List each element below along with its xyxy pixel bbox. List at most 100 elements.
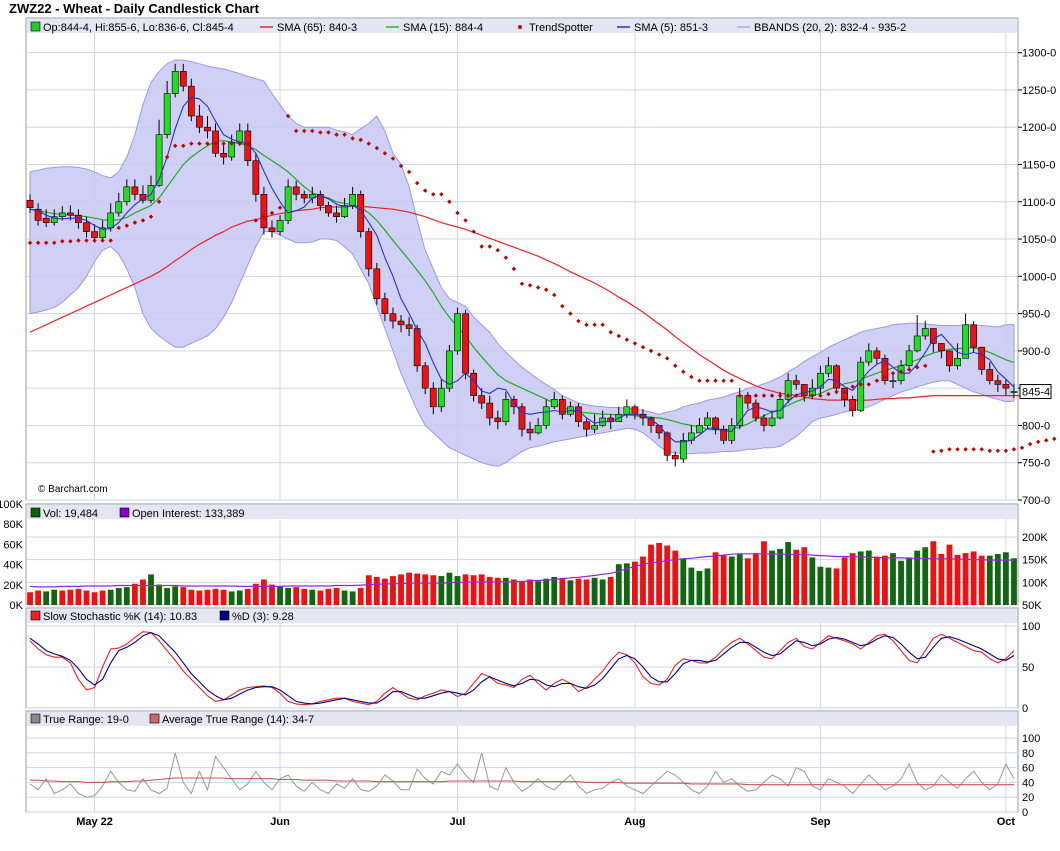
true-range-tick-label: 80 <box>1022 748 1034 760</box>
volume-bar <box>882 555 888 605</box>
trendspotter-dot <box>705 378 710 383</box>
volume-bar <box>252 583 259 605</box>
trendspotter-dot <box>995 448 1001 453</box>
volume-bar <box>446 572 453 605</box>
candle-body <box>671 454 679 460</box>
candle-body <box>349 194 356 206</box>
true-range-tick-label: 0 <box>1022 807 1028 819</box>
volume-bar <box>43 591 50 605</box>
trendspotter-dot <box>673 363 678 368</box>
legend-entry: Average True Range (14): 34-7 <box>162 714 314 726</box>
volume-bar <box>172 586 179 605</box>
candle-body <box>768 417 776 426</box>
volume-bar <box>680 558 687 605</box>
trendspotter-dot <box>600 322 605 327</box>
month-tick-label: May 22 <box>76 816 113 828</box>
volume-bar <box>978 555 985 605</box>
volume-bar <box>954 554 961 605</box>
trendspotter-dot <box>1011 447 1017 452</box>
volume-bar <box>317 590 324 605</box>
candle-body <box>752 402 760 419</box>
trendspotter-dot <box>560 303 565 309</box>
volume-bar <box>277 586 283 605</box>
volume-bar <box>728 556 735 605</box>
candle-body <box>1010 391 1018 393</box>
trendspotter-dot <box>326 130 331 135</box>
trendspotter-dot <box>866 382 871 387</box>
trendspotter-dot <box>608 330 613 335</box>
volume-bar <box>67 589 74 605</box>
candle-body <box>244 130 252 162</box>
trendspotter-dot <box>729 378 734 383</box>
candle-body <box>454 313 461 352</box>
volume-bar <box>769 550 775 605</box>
trendspotter-dot <box>697 378 702 383</box>
trendspotter-dot <box>769 393 775 398</box>
trendspotter-dot <box>810 393 815 398</box>
volume-bar <box>865 550 872 605</box>
candle-body <box>518 406 526 430</box>
trendspotter-dot <box>802 393 807 398</box>
volume-bar <box>994 554 1001 605</box>
candle-body <box>921 328 929 337</box>
volume-bar <box>575 578 582 605</box>
trendspotter-dot <box>818 393 823 398</box>
volume-bar <box>422 574 429 605</box>
volume-bar <box>406 572 412 605</box>
trendspotter-dot <box>487 244 492 249</box>
volume-left-tick-label: 60K <box>3 539 23 551</box>
candle-body <box>873 350 881 359</box>
trendspotter-dot <box>503 255 509 260</box>
trendspotter-dot <box>689 374 694 380</box>
trendspotter-dot <box>447 199 452 204</box>
trendspotter-dot <box>761 393 767 398</box>
panel-frame-sto <box>25 607 1019 709</box>
trendspotter-dot <box>882 374 888 380</box>
candle-body <box>389 313 397 322</box>
volume-left-tick-label: 100K <box>0 499 24 511</box>
candle-body <box>776 399 784 419</box>
trendspotter-dot <box>253 218 259 223</box>
legend-swatch <box>30 21 41 32</box>
panel-frame-tr <box>25 710 1019 813</box>
trendspotter-dot <box>164 154 170 160</box>
trendspotter-dot <box>132 220 138 225</box>
open-interest-line <box>29 553 1014 588</box>
candle-body <box>300 194 308 199</box>
volume-bar <box>615 564 622 605</box>
candle-body <box>825 365 832 374</box>
trendspotter-dot <box>116 225 121 231</box>
volume-bar <box>212 588 219 605</box>
volume-right-tick-label: 100K <box>1022 577 1048 589</box>
trendspotter-dot <box>285 113 291 119</box>
candle-body <box>292 186 300 195</box>
trendspotter-dot <box>431 192 436 197</box>
volume-bar <box>35 590 42 605</box>
volume-bar <box>914 550 921 605</box>
volume-bar <box>180 587 187 605</box>
candle-body <box>784 380 792 400</box>
volume-bar <box>761 541 767 605</box>
trendspotter-dot <box>519 281 525 286</box>
trendspotter-dot <box>826 391 831 397</box>
trendspotter-dot <box>205 141 210 146</box>
candle-body <box>833 365 840 389</box>
candle-body <box>470 372 477 396</box>
candle-body <box>437 387 445 408</box>
candle-body <box>946 350 953 367</box>
trendspotter-dot <box>616 333 621 339</box>
volume-bar <box>946 544 953 605</box>
volume-bar <box>107 589 114 605</box>
volume-bar <box>236 590 243 605</box>
volume-bar <box>688 567 695 605</box>
candle-body <box>317 194 324 206</box>
trendspotter-dot <box>334 132 339 137</box>
candle-body <box>905 350 913 367</box>
candle-body <box>494 417 502 423</box>
trendspotter-dot <box>398 163 404 169</box>
trendspotter-dot <box>543 287 549 292</box>
candle-body <box>83 222 90 232</box>
price-tick-label: 900-0 <box>1022 346 1050 358</box>
volume-bar <box>156 584 162 605</box>
trendspotter-dot <box>479 244 484 249</box>
